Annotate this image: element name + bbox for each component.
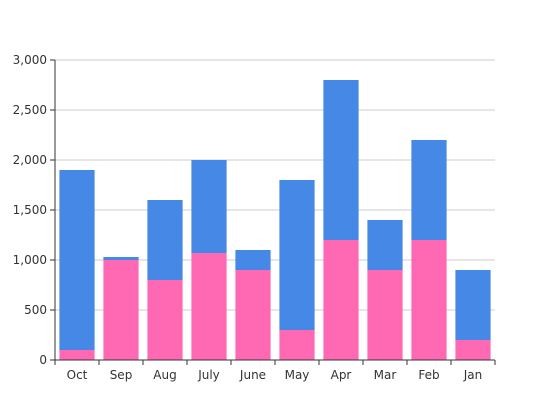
bar-series-1-june bbox=[235, 270, 271, 360]
bar-series-2-apr bbox=[323, 80, 359, 240]
x-tick-label: July bbox=[197, 368, 220, 382]
x-tick-label: Sep bbox=[110, 368, 133, 382]
bar-series-2-aug bbox=[147, 200, 183, 280]
bar-series-1-apr bbox=[323, 240, 359, 360]
bar-series-1-jan bbox=[455, 340, 491, 360]
y-tick-label: 3,000 bbox=[13, 53, 47, 67]
y-tick-label: 2,500 bbox=[13, 103, 47, 117]
x-tick-label: Aug bbox=[153, 368, 176, 382]
y-tick-label: 2,000 bbox=[13, 153, 47, 167]
y-tick-label: 500 bbox=[24, 303, 47, 317]
bar-series-2-oct bbox=[59, 170, 95, 350]
x-tick-label: Apr bbox=[331, 368, 352, 382]
bar-series-1-may bbox=[279, 330, 315, 360]
x-tick-label: May bbox=[285, 368, 310, 382]
bar-series-1-oct bbox=[59, 350, 95, 360]
y-tick-label: 1,000 bbox=[13, 253, 47, 267]
bar-series-2-sep bbox=[103, 257, 139, 260]
x-tick-label: June bbox=[239, 368, 266, 382]
bar-series-1-sep bbox=[103, 260, 139, 360]
x-tick-label: Jan bbox=[463, 368, 483, 382]
bar-series-1-mar bbox=[367, 270, 403, 360]
bar-series-2-jan bbox=[455, 270, 491, 340]
bar-series-2-feb bbox=[411, 140, 447, 240]
x-tick-label: Mar bbox=[374, 368, 397, 382]
bar-series-2-mar bbox=[367, 220, 403, 270]
x-tick-label: Feb bbox=[418, 368, 439, 382]
y-tick-label: 1,500 bbox=[13, 203, 47, 217]
bar-series-2-may bbox=[279, 180, 315, 330]
bar-series-1-july bbox=[191, 253, 227, 360]
bar-series-1-feb bbox=[411, 240, 447, 360]
bar-series-1-aug bbox=[147, 280, 183, 360]
bar-series-2-july bbox=[191, 160, 227, 253]
x-tick-label: Oct bbox=[67, 368, 88, 382]
bar-series-2-june bbox=[235, 250, 271, 270]
y-tick-label: 0 bbox=[39, 353, 47, 367]
